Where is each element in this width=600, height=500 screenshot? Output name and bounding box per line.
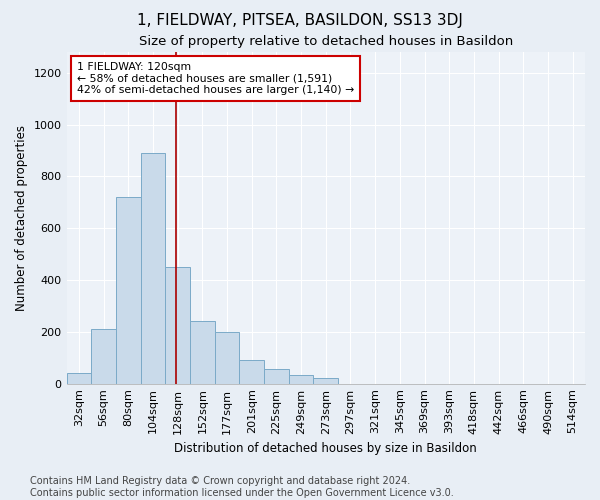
X-axis label: Distribution of detached houses by size in Basildon: Distribution of detached houses by size … xyxy=(175,442,477,455)
Bar xyxy=(313,378,338,384)
Bar xyxy=(165,267,190,384)
Bar xyxy=(140,153,165,384)
Text: 1 FIELDWAY: 120sqm
← 58% of detached houses are smaller (1,591)
42% of semi-deta: 1 FIELDWAY: 120sqm ← 58% of detached hou… xyxy=(77,62,354,95)
Bar xyxy=(67,374,91,384)
Text: 1, FIELDWAY, PITSEA, BASILDON, SS13 3DJ: 1, FIELDWAY, PITSEA, BASILDON, SS13 3DJ xyxy=(137,12,463,28)
Bar xyxy=(190,322,215,384)
Bar xyxy=(91,330,116,384)
Y-axis label: Number of detached properties: Number of detached properties xyxy=(15,125,28,311)
Text: Contains HM Land Registry data © Crown copyright and database right 2024.
Contai: Contains HM Land Registry data © Crown c… xyxy=(30,476,454,498)
Bar xyxy=(239,360,264,384)
Bar xyxy=(289,374,313,384)
Bar xyxy=(116,197,140,384)
Bar xyxy=(215,332,239,384)
Title: Size of property relative to detached houses in Basildon: Size of property relative to detached ho… xyxy=(139,35,513,48)
Bar xyxy=(264,370,289,384)
